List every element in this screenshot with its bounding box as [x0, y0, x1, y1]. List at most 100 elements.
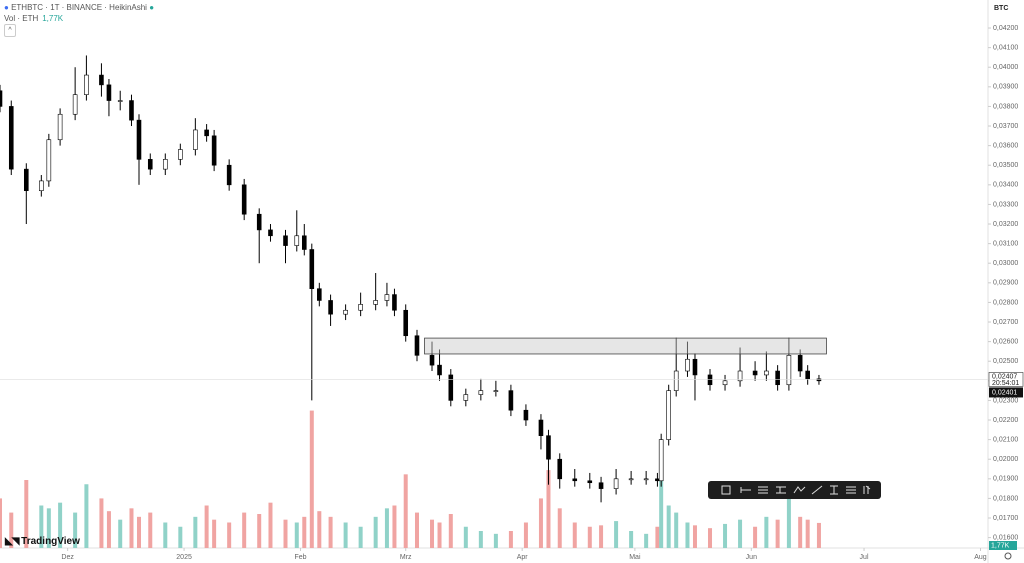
volume-bars — [0, 410, 821, 548]
candle-body — [598, 482, 604, 489]
y-tick-label: 0,01700 — [993, 515, 1018, 522]
volume-bar — [430, 519, 435, 548]
volume-bar — [309, 410, 314, 548]
volume-bar — [46, 508, 51, 548]
candle-body — [707, 374, 713, 386]
y-tick-label: 0,01900 — [993, 476, 1018, 483]
y-tick-label: 0,03200 — [993, 221, 1018, 228]
volume-bar — [0, 498, 2, 548]
tool-range[interactable] — [776, 486, 786, 494]
candle-body — [317, 288, 322, 301]
volume-bar — [764, 516, 769, 548]
tool-line[interactable] — [740, 487, 751, 493]
volume-bar — [294, 522, 299, 548]
x-tick-label: Jun — [746, 554, 757, 561]
currency: BTC — [994, 5, 1008, 12]
candle-body — [392, 294, 397, 311]
volume-bar — [129, 508, 134, 548]
y-tick-label: 0,03600 — [993, 142, 1018, 149]
y-tick-label: 0,02300 — [993, 397, 1018, 404]
volume-bar — [572, 522, 577, 548]
y-tick-label: 0,03500 — [993, 162, 1018, 169]
volume-bar — [666, 505, 671, 548]
volume-bar — [448, 514, 453, 548]
tool-fib[interactable] — [758, 486, 768, 494]
volume-bar — [343, 522, 348, 548]
candle-body — [685, 358, 690, 372]
volume-bar — [753, 526, 758, 548]
y-tick-label: 0,01600 — [993, 534, 1018, 541]
candle-body — [72, 94, 78, 115]
candle-body — [0, 90, 3, 107]
tool-lines[interactable] — [846, 486, 856, 494]
tool-trend[interactable] — [811, 485, 823, 495]
x-tick-label: Jul — [860, 554, 869, 561]
x-tick-label: Dez — [61, 554, 74, 561]
volume-tag — [989, 541, 1017, 550]
candle-body — [816, 378, 822, 382]
candle-body — [162, 159, 168, 170]
volume-bar — [644, 533, 649, 548]
volume-bar — [257, 514, 262, 548]
volume-bar — [136, 516, 141, 548]
volume-bar — [523, 522, 528, 548]
zone — [424, 337, 827, 355]
candle-body — [414, 335, 420, 356]
drawing-toolbar — [708, 481, 881, 499]
volume-last: 1,77K — [42, 14, 64, 23]
candle-body — [752, 370, 758, 376]
candle-body — [523, 409, 529, 421]
candle-body — [147, 159, 153, 170]
candle-body — [628, 478, 634, 481]
volume-bar — [317, 511, 322, 548]
volume-bar — [805, 519, 810, 548]
x-tick-label: Aug — [974, 554, 987, 561]
symbol: ETHBTC · 1T · BINANCE · HeikinAshi — [11, 3, 147, 12]
candle-body — [655, 478, 660, 482]
volume-tag-label: 1,77K — [991, 542, 1010, 549]
volume-bar — [463, 526, 468, 548]
volume-bar — [478, 531, 483, 548]
candle-body — [658, 439, 664, 482]
crosshair-price: 0,02401 — [992, 389, 1017, 396]
y-tick-label: 0,04100 — [993, 44, 1018, 51]
x-tick-label: Feb — [295, 554, 307, 561]
candle-body — [613, 478, 619, 489]
candle-body — [106, 84, 112, 101]
candle-body — [478, 390, 484, 395]
volume-bar — [629, 531, 634, 548]
settings-button[interactable] — [1004, 552, 1012, 560]
tool-position[interactable] — [863, 485, 871, 494]
y-tick-label: 0,04000 — [993, 64, 1018, 71]
volume-bar — [24, 480, 29, 548]
volume-bar — [614, 521, 619, 548]
candle-body — [136, 119, 142, 160]
candle-body — [328, 300, 333, 315]
candle-body — [283, 235, 288, 246]
tool-pattern[interactable] — [793, 486, 806, 494]
volume-bar — [84, 484, 89, 548]
candle-body — [737, 370, 743, 382]
tool-rect[interactable] — [721, 485, 731, 495]
volume-bar — [148, 512, 153, 548]
candle-body — [256, 213, 262, 231]
volume-bar — [723, 523, 728, 548]
collapse-button[interactable]: ^ — [4, 24, 16, 37]
logo: ◣◥ TradingView — [5, 536, 80, 547]
candle-body — [129, 100, 134, 121]
volume-bar — [106, 511, 111, 548]
candle-body — [204, 129, 209, 137]
volume-bar — [358, 526, 363, 548]
x-tick-label: Apr — [517, 554, 529, 561]
y-tick-label: 0,02700 — [993, 319, 1018, 326]
volume-bar — [786, 498, 791, 548]
y-tick-label: 0,02800 — [993, 299, 1018, 306]
candle-body — [538, 419, 544, 436]
volume-bar — [798, 516, 803, 548]
volume-bar — [493, 533, 498, 548]
tool-measure[interactable] — [830, 485, 838, 495]
candle-body — [643, 478, 649, 481]
volume-bar — [268, 502, 273, 548]
y-tick-label: 0,02100 — [993, 436, 1018, 443]
volume-bar — [39, 505, 44, 548]
